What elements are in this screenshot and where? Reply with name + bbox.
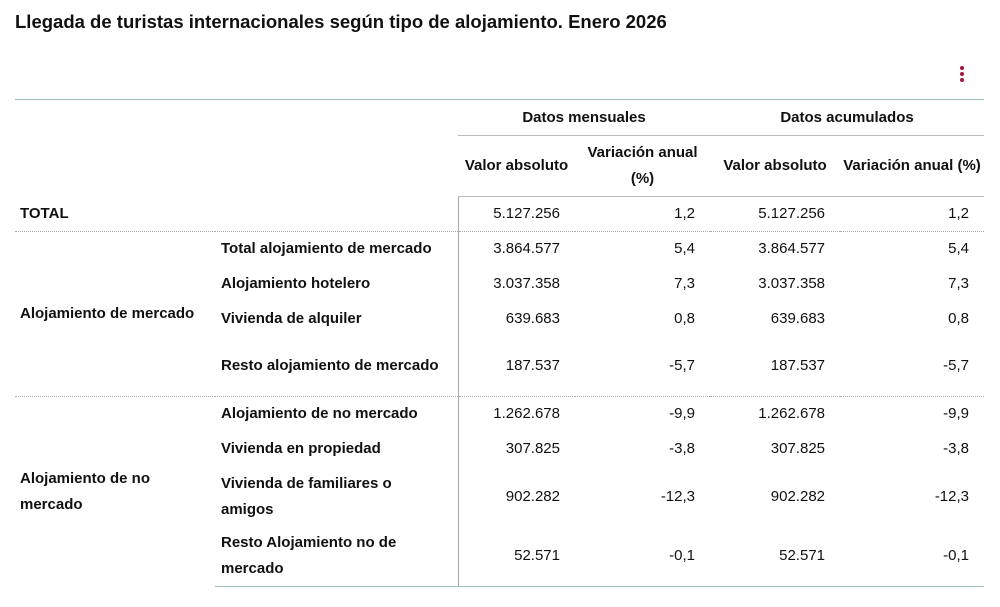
- value-absolute: 3.864.577: [710, 231, 841, 267]
- table-row: Resto alojamiento de mercado 187.537 -5,7 1…: [15, 336, 984, 397]
- value-variation: 7,3: [674, 275, 696, 292]
- value-variation: -5,7: [669, 357, 696, 375]
- page-title: Llegada de turistas internacionales segú…: [15, 11, 667, 32]
- row-label: Total alojamiento de mercado: [215, 231, 458, 267]
- column-header: Variación anual (%): [575, 135, 711, 197]
- empty-header: [15, 99, 458, 197]
- value-variation: -0,1: [575, 526, 711, 587]
- value-absolute: 5.127.256: [457, 196, 575, 232]
- value-variation: -9,9: [575, 396, 711, 432]
- row-label: Vivienda de familiares o amigos: [221, 474, 392, 518]
- value-variation: 0,8: [948, 310, 970, 327]
- value-absolute: 3.864.577: [457, 231, 575, 267]
- value-absolute: 187.537: [770, 357, 826, 375]
- table-row: Vivienda de alquiler 639.683 0,8 639.683 0,8: [15, 301, 984, 337]
- vertical-ellipsis-icon[interactable]: [957, 66, 967, 88]
- row-group-label: TOTAL: [20, 204, 69, 222]
- value-absolute: 187.537: [457, 336, 575, 397]
- value-variation: 5,4: [575, 231, 711, 267]
- value-absolute: 52.571: [457, 526, 575, 587]
- value-absolute: 1.262.678: [710, 396, 841, 432]
- row-label: Vivienda en propiedad: [221, 440, 381, 457]
- value-absolute: 639.683: [770, 310, 826, 327]
- table-row: TOTAL 5.127.256 1,2 5.127.256 1,2: [15, 196, 984, 232]
- value-absolute: 902.282: [457, 466, 575, 527]
- column-header: Valor absoluto: [710, 135, 841, 197]
- row-group-label: Alojamiento de mercado: [15, 231, 215, 397]
- table-row: Alojamiento de no mercado Alojamiento de …: [15, 396, 985, 587]
- row-label: Alojamiento hotelero: [221, 275, 371, 292]
- value-variation: -3,8: [669, 440, 696, 457]
- row-label: Resto alojamiento de mercado: [221, 357, 439, 375]
- row-label: Alojamiento de no mercado: [215, 396, 458, 432]
- value-variation: -5,7: [943, 357, 970, 375]
- row-label: Resto Alojamiento no de mercado: [215, 526, 458, 587]
- data-table: Datos mensuales Datos acumulados Valor a…: [15, 99, 985, 587]
- table-row: Alojamiento hotelero 3.037.358 7,3 3.037.35…: [15, 266, 984, 302]
- value-variation: 7,3: [948, 275, 970, 292]
- row-group-label: Alojamiento de no mercado: [15, 396, 215, 587]
- value-variation: -9,9: [840, 396, 985, 432]
- column-header: Valor absoluto: [458, 135, 575, 197]
- value-variation: 1,2: [948, 205, 970, 222]
- value-absolute: 3.037.358: [758, 275, 826, 292]
- value-absolute: 307.825: [770, 440, 826, 457]
- value-variation: 0,8: [674, 310, 696, 327]
- value-variation: 5,4: [840, 231, 985, 267]
- value-absolute: 1.262.678: [457, 396, 575, 432]
- value-variation: 1,2: [674, 205, 696, 222]
- table-row: Alojamiento de mercado Total alojamiento …: [15, 231, 985, 397]
- group-header-monthly: Datos mensuales: [458, 99, 711, 136]
- value-absolute: 307.825: [457, 431, 575, 467]
- table-row: Resto Alojamiento no de mercado 52.571 -0,…: [15, 526, 985, 587]
- table-row: Vivienda en propiedad 307.825 -3,8 307.825 -…: [15, 431, 984, 467]
- value-absolute: 5.127.256: [758, 205, 826, 222]
- value-absolute: 639.683: [457, 301, 575, 337]
- group-header-cumulative: Datos acumulados: [710, 99, 985, 136]
- value-variation: -3,8: [943, 440, 970, 457]
- table-row: Vivienda de familiares o amigos 902.282 -1…: [15, 466, 984, 527]
- value-variation: -12,3: [660, 487, 696, 505]
- column-header: Variación anual (%): [840, 135, 985, 197]
- value-variation: -12,3: [934, 487, 970, 505]
- value-absolute: 52.571: [710, 526, 841, 587]
- value-absolute: 3.037.358: [457, 266, 575, 302]
- value-absolute: 902.282: [770, 487, 826, 505]
- row-label: Vivienda de alquiler: [221, 310, 362, 327]
- value-variation: -0,1: [840, 526, 985, 587]
